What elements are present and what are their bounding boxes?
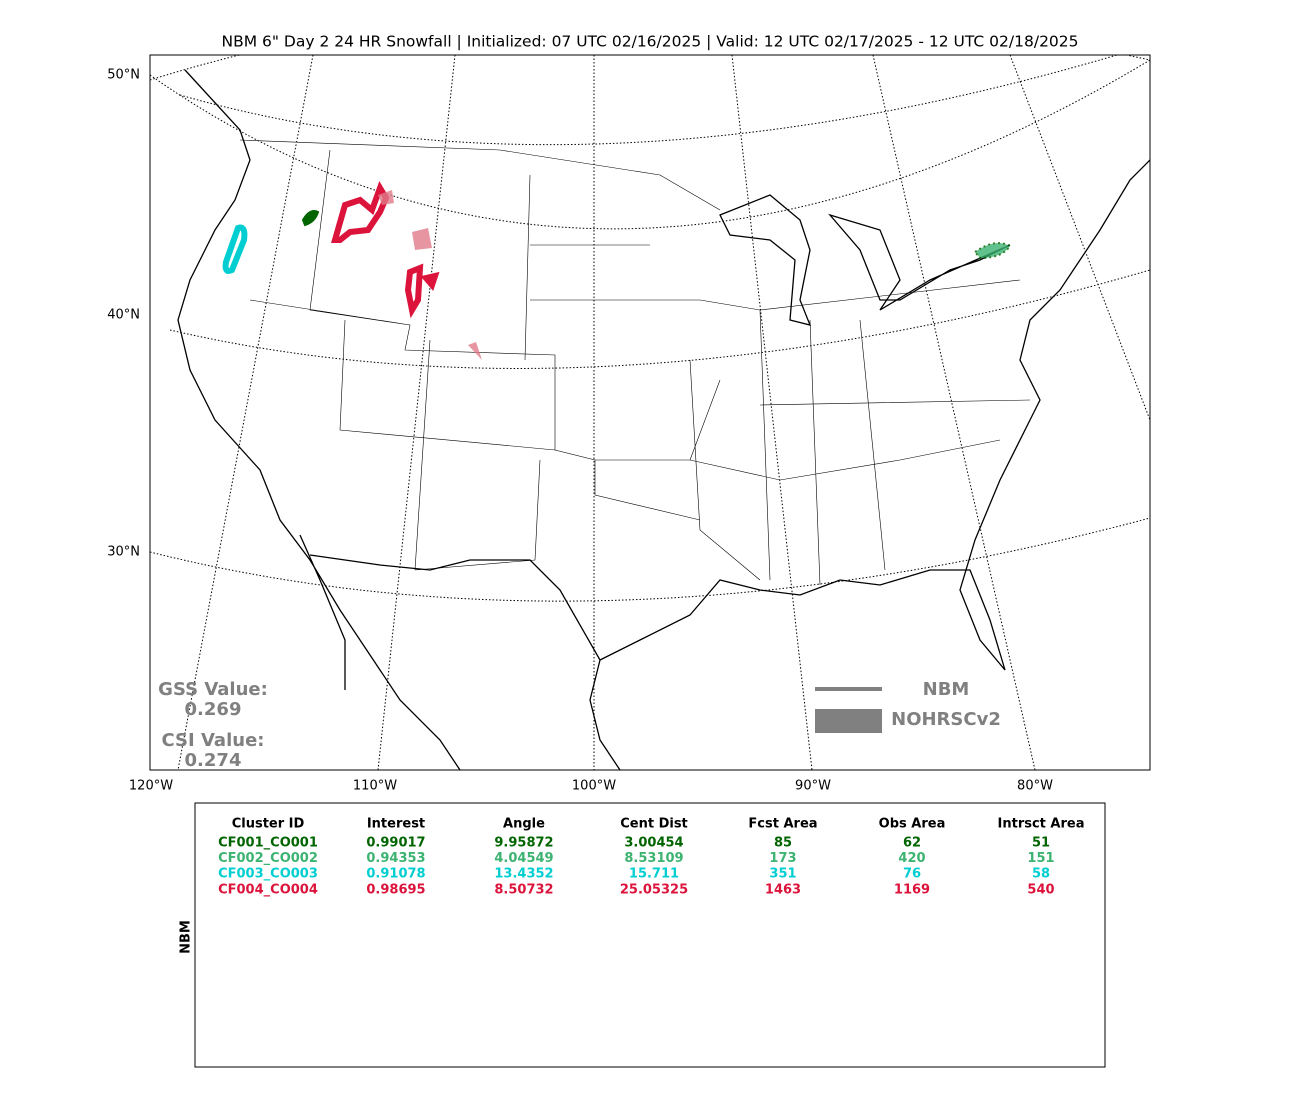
table-cell: 58 <box>1032 867 1050 882</box>
table-cell: 151 <box>1027 851 1054 866</box>
table-cell: 4.04549 <box>494 851 553 866</box>
legend-label: NOHRSCv2 <box>891 709 1001 730</box>
table-cell: 9.95872 <box>494 836 553 851</box>
legend-label: NBM <box>923 679 970 700</box>
column-header: Cent Dist <box>620 817 688 832</box>
table-cell: 62 <box>903 836 921 851</box>
table-cell: CF002_CO002 <box>218 851 318 866</box>
table-cell: 51 <box>1032 836 1050 851</box>
parallel <box>150 59 1150 230</box>
lat-label: 40°N <box>107 308 140 323</box>
meridian <box>731 55 813 770</box>
score-value: 0.274 <box>185 750 242 771</box>
lon-label: 90°W <box>795 779 831 794</box>
column-header: Interest <box>367 817 425 832</box>
column-header: Cluster ID <box>232 817 305 832</box>
cluster-cf001 <box>301 210 320 227</box>
table-side-label: NBM <box>179 920 194 954</box>
lon-label: 80°W <box>1017 779 1053 794</box>
parallel <box>169 269 1150 369</box>
score-value: 0.269 <box>185 699 242 720</box>
title: NBM 6" Day 2 24 HR Snowfall | Initialize… <box>221 33 1078 51</box>
column-header: Intrsct Area <box>998 817 1085 832</box>
table-frame <box>194 802 1106 1068</box>
mexico <box>309 554 621 770</box>
table-cell: 0.91078 <box>366 867 425 882</box>
meridian <box>177 55 314 770</box>
borders <box>239 139 1031 586</box>
parallel <box>150 517 1150 602</box>
map-frame <box>149 54 1151 771</box>
table-cell: 1463 <box>765 882 801 897</box>
score-label: GSS Value: <box>158 679 268 700</box>
table-cell: 0.94353 <box>366 851 425 866</box>
column-header: Fcst Area <box>748 817 817 832</box>
table-cell: 0.98695 <box>366 882 425 897</box>
cluster-cf002 <box>973 242 1012 260</box>
meridian <box>1009 55 1150 421</box>
parallel <box>179 55 1119 146</box>
table-cell: CF004_CO004 <box>218 882 318 897</box>
table-cell: 351 <box>769 867 796 882</box>
lat-label: 30°N <box>107 545 140 560</box>
table-cell: CF003_CO003 <box>218 867 318 882</box>
lon-label: 100°W <box>572 779 616 794</box>
table-cell: 13.4352 <box>494 867 553 882</box>
cluster-cf003 <box>222 224 248 274</box>
table-cell: 85 <box>774 836 792 851</box>
lat-label: 50°N <box>107 68 140 83</box>
table: NBM Cluster ID Interest Angle Cent Dist Fcst… <box>179 802 1106 1068</box>
coastline <box>177 69 1150 770</box>
lon-label: 110°W <box>353 779 397 794</box>
table-cell: 420 <box>898 851 925 866</box>
legend-patch <box>815 709 882 733</box>
meridian <box>377 55 456 770</box>
table-cell: 25.05325 <box>620 882 688 897</box>
score-label: CSI Value: <box>162 730 265 751</box>
table-cell: 1169 <box>894 882 930 897</box>
column-header: Obs Area <box>879 817 946 832</box>
column-header: Angle <box>503 817 545 832</box>
table-cell: 3.00454 <box>624 836 683 851</box>
meridian <box>872 55 1036 770</box>
table-cell: 8.50732 <box>494 882 553 897</box>
table-cell: 540 <box>1027 882 1054 897</box>
table-cell: 0.99017 <box>366 836 425 851</box>
map: 50°N 40°N 30°N 120°W 110°W 100°W 90°W 80°W GSS… <box>107 54 1151 794</box>
table-cell: CF001_CO001 <box>218 836 318 851</box>
table-cell: 15.711 <box>629 867 679 882</box>
lon-label: 120°W <box>129 779 173 794</box>
table-cell: 76 <box>903 867 921 882</box>
table-cell: 173 <box>769 851 796 866</box>
great-lakes <box>719 194 1011 326</box>
table-cell: 8.53109 <box>624 851 683 866</box>
